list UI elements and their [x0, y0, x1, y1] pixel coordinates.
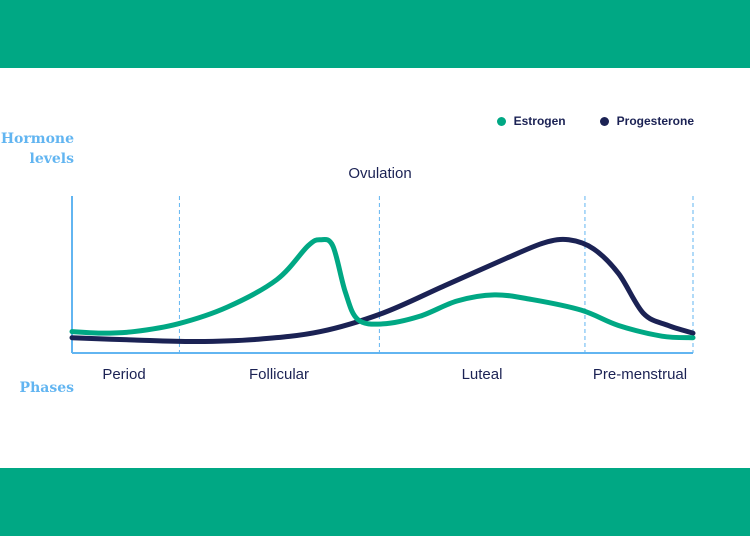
phase-label-follicular: Follicular [248, 366, 309, 383]
progesterone-series-line [69, 236, 696, 345]
phase-label-period: Period [102, 366, 146, 383]
legend-label: Progesterone [616, 114, 694, 128]
legend-item-estrogen: Estrogen [496, 114, 566, 128]
phase-label-premenstrual: Pre-menstrual [592, 366, 688, 383]
legend-dot-icon [599, 116, 609, 126]
legend-dot-icon [496, 116, 506, 126]
ovulation-annotation: Ovulation [348, 165, 412, 182]
bottom-banner [0, 468, 750, 536]
legend: Estrogen Progesterone [496, 114, 694, 128]
top-banner [0, 0, 750, 68]
y-axis-label: Hormone levels [0, 131, 74, 167]
phase-label-luteal: Luteal [461, 366, 503, 383]
legend-label: Estrogen [513, 114, 566, 128]
estrogen-series-line [69, 236, 696, 341]
x-axis-label: Phases [19, 380, 74, 396]
legend-item-progesterone: Progesterone [599, 114, 694, 128]
